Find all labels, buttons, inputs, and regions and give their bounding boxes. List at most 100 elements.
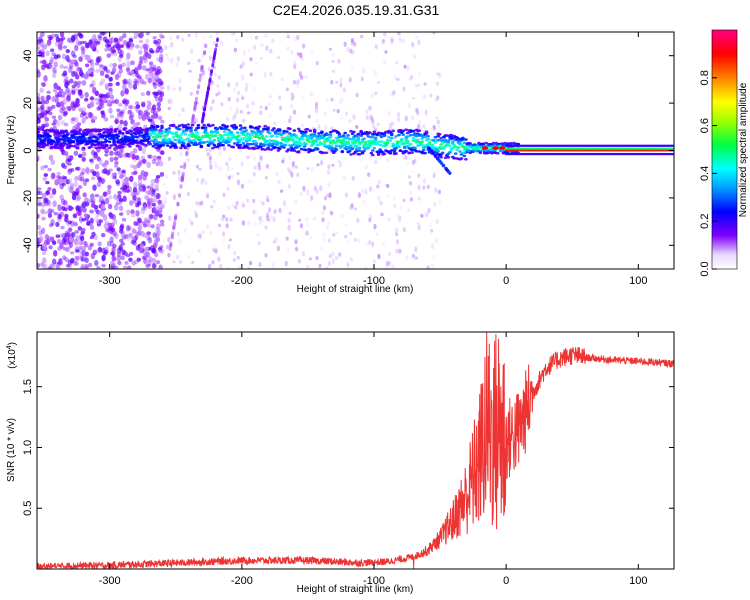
spectrogram-cell: [196, 126, 201, 130]
spectrogram-cell: [347, 239, 351, 243]
spectrogram-cell: [73, 80, 78, 87]
spectrogram-cell: [408, 189, 413, 196]
spectrogram-cell: [294, 199, 298, 205]
spectrogram-cell: [94, 193, 100, 198]
spectrogram-cell: [82, 207, 87, 213]
spectrogram-cell: [129, 70, 135, 75]
spectrogram-cell: [328, 133, 333, 137]
spectrogram-cell: [218, 137, 222, 140]
spectrogram-cell: [264, 225, 268, 230]
spectrogram-cell: [37, 112, 42, 120]
spectrogram-cell: [373, 223, 377, 230]
spectrogram-cell: [347, 137, 352, 140]
spectrogram-cell: [122, 195, 127, 202]
spectrogram-cell: [107, 184, 112, 190]
spectrogram-cell: [148, 71, 153, 77]
spectrogram-cell: [114, 118, 119, 125]
spectrogram-cell: [75, 98, 80, 105]
spectrogram-cell: [481, 146, 489, 150]
spectrogram-cell: [66, 233, 71, 238]
spectrogram-cell: [270, 139, 275, 143]
spectrogram-cell: [286, 247, 290, 253]
spectrogram-cell: [37, 142, 41, 145]
spectrogram-cell: [242, 119, 246, 123]
spectrogram-cell: [394, 135, 398, 138]
spectrogram-cell: [45, 128, 49, 132]
spectrogram-cell: [83, 75, 89, 80]
spectrogram-cell: [434, 187, 438, 194]
spectrogram-cell: [179, 259, 183, 264]
spectrogram-cell: [295, 136, 300, 139]
spectrogram-cell: [49, 193, 54, 199]
spectrogram-cell: [161, 130, 166, 133]
spectrogram-cell: [357, 238, 361, 243]
spectrogram-cell: [233, 250, 237, 254]
spectrogram-cell: [395, 248, 399, 255]
spectrogram-cell: [285, 130, 289, 133]
spectrogram-cell: [327, 260, 332, 266]
spectrogram-cell: [258, 261, 262, 268]
spectrogram-cell: [77, 174, 83, 181]
spectrogram-cell: [492, 146, 499, 150]
spectrogram-cell: [256, 134, 260, 137]
spectrogram-cell: [164, 128, 169, 131]
spectrogram-cell: [259, 143, 263, 146]
spectrogram-cell: [265, 45, 269, 52]
spectrogram-cell: [247, 111, 251, 115]
spectrogram-cell: [294, 165, 298, 169]
snr-background: [37, 332, 674, 569]
spectrogram-cell: [301, 96, 305, 101]
spectrogram-cell: [366, 135, 371, 138]
spectrogram-cell: [44, 233, 49, 241]
spectrogram-cell: [138, 160, 143, 166]
spectrogram-cell: [45, 180, 50, 185]
colorbar-label: Normalized spectral amplitude: [738, 82, 749, 217]
spectrogram-cell: [158, 213, 163, 218]
spectrogram-cell: [115, 42, 121, 49]
spectrogram-cell: [434, 237, 438, 244]
spectrogram-cell: [92, 155, 97, 160]
spectrogram-cell: [172, 260, 176, 264]
spectrogram-cell: [252, 198, 256, 204]
spectrogram-cell: [424, 211, 428, 217]
spectrogram-cell: [238, 265, 242, 269]
spectrogram-cell: [208, 151, 212, 157]
spectrogram-cell: [235, 82, 239, 87]
spectrogram-cell: [321, 210, 325, 215]
spectrogram-cell: [203, 107, 206, 112]
spectrogram-cell: [53, 249, 58, 257]
spectrogram-cell: [37, 131, 41, 134]
spectrogram-cell: [339, 135, 343, 138]
spectrogram-cell: [421, 148, 426, 152]
spectrogram-cell: [84, 116, 89, 120]
spectrogram-cell: [61, 182, 66, 187]
spectrogram-cell: [374, 160, 378, 165]
spectrogram-cell: [109, 156, 114, 163]
spectrogram-cell: [108, 168, 113, 172]
spectrogram-cell: [145, 251, 150, 258]
spectrogram-cell: [198, 167, 202, 171]
spectrogram-cell: [375, 232, 379, 236]
colorbar-tick-label: 0.4: [699, 166, 711, 181]
spectrogram-cell: [411, 41, 415, 48]
spectrogram-cell: [212, 40, 216, 46]
spectrogram-cell: [86, 129, 90, 132]
spectrogram-cell: [365, 109, 369, 115]
spectrogram-cell: [158, 95, 163, 103]
spectrogram-cell: [346, 46, 350, 53]
spectrogram-cell: [59, 88, 64, 94]
spectrogram-cell: [287, 183, 292, 190]
spectrogram-cell: [110, 251, 115, 256]
spectrogram-cell: [104, 197, 110, 205]
spectrogram-cell: [91, 203, 96, 207]
spectrogram-cell: [296, 171, 300, 178]
spectrogram-cell: [144, 219, 149, 224]
spectrogram-cell: [122, 83, 127, 91]
spectrogram-cell: [65, 80, 71, 86]
spectrogram-cell: [151, 257, 157, 263]
spectrogram-cell: [124, 100, 129, 107]
spectrogram-cell: [407, 175, 411, 179]
spectrogram-cell: [397, 145, 401, 148]
spectrogram-cell: [264, 135, 269, 138]
spectrogram-cell: [436, 119, 440, 125]
